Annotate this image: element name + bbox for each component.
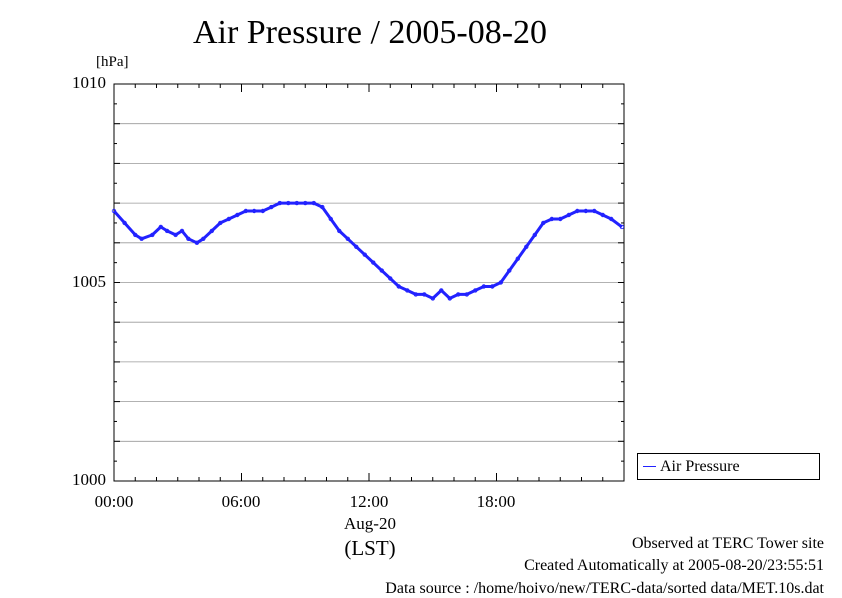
data-point xyxy=(243,208,248,214)
data-point xyxy=(218,220,223,226)
data-point xyxy=(371,260,376,265)
data-point xyxy=(609,216,614,222)
data-point xyxy=(447,296,452,301)
x-axis-date-label: Aug-20 xyxy=(344,514,396,533)
data-point xyxy=(592,208,597,214)
data-point xyxy=(566,212,571,218)
data-point xyxy=(164,228,170,234)
data-point xyxy=(179,228,185,234)
legend: Air Pressure xyxy=(637,453,820,480)
data-point xyxy=(600,212,605,218)
data-point xyxy=(583,208,588,214)
data-point xyxy=(158,224,163,230)
x-tick-label-1200: 12:00 xyxy=(349,492,389,511)
data-point xyxy=(490,284,495,289)
data-point xyxy=(515,256,520,261)
x-tick-label-0600: 06:00 xyxy=(221,492,261,511)
data-point xyxy=(345,236,350,241)
data-point xyxy=(439,288,444,293)
data-point xyxy=(173,232,178,238)
data-point xyxy=(226,216,231,222)
footer-source-text: Data source : /home/hoivo/new/TERC-data/… xyxy=(385,580,824,597)
data-point xyxy=(464,292,469,297)
data-point xyxy=(405,288,410,293)
data-point xyxy=(186,236,191,241)
legend-label: Air Pressure xyxy=(660,458,740,475)
data-point xyxy=(251,208,257,214)
data-point xyxy=(260,208,265,214)
legend-swatch xyxy=(643,466,656,467)
data-point xyxy=(575,208,580,214)
data-point xyxy=(430,296,435,301)
data-point xyxy=(456,292,461,297)
data-point xyxy=(269,204,274,210)
y-tick-label-1000: 1000 xyxy=(72,470,106,489)
data-point xyxy=(362,252,367,257)
data-point xyxy=(122,220,127,226)
data-point xyxy=(286,200,291,206)
data-point xyxy=(337,228,342,234)
data-point xyxy=(311,200,316,206)
data-point xyxy=(549,216,554,222)
data-point xyxy=(388,276,393,281)
x-axis-timezone-label: (LST) xyxy=(344,536,396,560)
data-point xyxy=(194,240,200,245)
data-point xyxy=(507,268,512,273)
data-point xyxy=(320,204,325,210)
data-point xyxy=(619,224,625,230)
y-tick-label-1005: 1005 xyxy=(72,272,106,291)
data-point xyxy=(277,200,282,206)
data-point xyxy=(150,232,155,238)
data-point xyxy=(422,292,427,297)
footer-created-text: Created Automatically at 2005-08-20/23:5… xyxy=(524,557,824,574)
data-point xyxy=(558,216,563,222)
data-point xyxy=(235,212,240,218)
data-point xyxy=(133,232,138,238)
data-point xyxy=(303,200,308,206)
data-point xyxy=(498,280,503,285)
chart-title: Air Pressure / 2005-08-20 xyxy=(192,14,548,51)
footer-site-text: Observed at TERC Tower site xyxy=(631,535,824,552)
data-point xyxy=(396,284,401,289)
data-point xyxy=(541,220,546,226)
data-point xyxy=(201,236,206,241)
data-point xyxy=(413,292,418,297)
series-line xyxy=(112,201,623,300)
data-point xyxy=(139,236,144,241)
data-point xyxy=(481,284,486,289)
data-point xyxy=(524,244,529,249)
x-tick-label-1800: 18:00 xyxy=(476,492,516,511)
data-point xyxy=(294,200,299,206)
x-tick-label-0000: 00:00 xyxy=(94,492,134,511)
data-point xyxy=(209,228,214,234)
data-point xyxy=(354,244,359,249)
data-point xyxy=(379,268,384,273)
y-axis-unit-label: [hPa] xyxy=(96,54,129,70)
data-point xyxy=(473,288,478,293)
data-point xyxy=(328,216,333,222)
data-point xyxy=(532,232,537,238)
y-tick-label-1010: 1010 xyxy=(72,73,106,92)
data-point xyxy=(111,208,117,214)
